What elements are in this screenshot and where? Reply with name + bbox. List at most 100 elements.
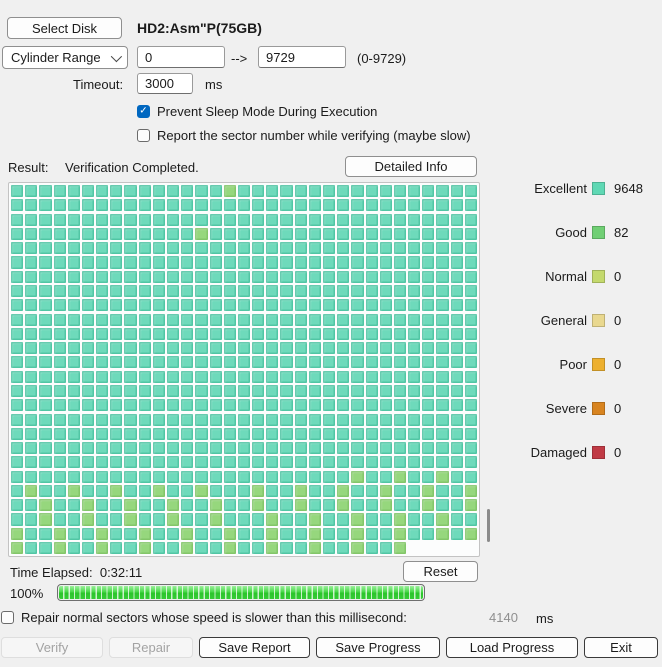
sector-cell-excellent <box>322 284 336 298</box>
sector-cell-excellent <box>25 284 38 298</box>
sector-cell-excellent <box>53 284 66 298</box>
sector-cell-excellent <box>252 413 265 426</box>
sector-cell-excellent <box>308 442 321 455</box>
sector-cell-excellent <box>450 327 463 340</box>
prevent-sleep-checkbox[interactable]: ✓ <box>137 105 150 118</box>
sector-cell-excellent <box>138 242 151 255</box>
exit-button[interactable]: Exit <box>584 637 658 658</box>
save-progress-button[interactable]: Save Progress <box>316 637 440 658</box>
sector-cell-excellent <box>223 370 236 383</box>
sector-cell-excellent <box>53 499 66 512</box>
sector-cell-excellent <box>365 242 378 255</box>
sector-cell-good <box>351 513 364 526</box>
sector-cell-excellent <box>152 284 165 298</box>
sector-cell-excellent <box>81 399 95 412</box>
select-disk-button[interactable]: Select Disk <box>7 17 122 39</box>
sector-cell-excellent <box>351 213 364 226</box>
reset-button[interactable]: Reset <box>403 561 478 582</box>
sector-cell-excellent <box>280 185 293 198</box>
sector-cell-excellent <box>195 456 208 469</box>
sector-cell-excellent <box>96 384 109 398</box>
range-from-input[interactable]: 0 <box>137 46 225 68</box>
save-report-button[interactable]: Save Report <box>199 637 310 658</box>
sector-cell-excellent <box>166 199 180 212</box>
sector-cell-excellent <box>351 456 364 469</box>
sector-cell-excellent <box>450 299 463 312</box>
sector-cell-excellent <box>39 356 52 369</box>
sector-cell-excellent <box>53 442 66 455</box>
sector-cell-excellent <box>266 284 279 298</box>
sector-cell-good <box>351 542 364 555</box>
range-to-input[interactable]: 9729 <box>258 46 346 68</box>
repair-button[interactable]: Repair <box>109 637 193 658</box>
sector-cell-good <box>379 484 392 497</box>
sector-cell-excellent <box>138 413 151 426</box>
sector-cell-excellent <box>81 256 95 269</box>
sector-cell-excellent <box>450 342 463 355</box>
repair-threshold-input[interactable]: 4140 <box>489 609 518 625</box>
sector-cell-excellent <box>81 213 95 226</box>
sector-cell-excellent <box>379 413 392 426</box>
sector-cell-excellent <box>11 199 24 212</box>
sector-cell-excellent <box>110 299 123 312</box>
sector-cell-excellent <box>365 313 378 326</box>
detailed-info-button[interactable]: Detailed Info <box>345 156 477 177</box>
option-prevent-sleep[interactable]: ✓ Prevent Sleep Mode During Execution <box>137 104 377 119</box>
legend-count: 0 <box>614 357 622 372</box>
sector-cell-excellent <box>166 542 180 555</box>
sector-cell-excellent <box>237 384 251 398</box>
sector-cell-excellent <box>280 427 293 440</box>
timeout-input[interactable]: 3000 <box>137 73 193 94</box>
sector-cell-excellent <box>25 327 38 340</box>
sector-cell-good <box>11 542 24 555</box>
sector-cell-excellent <box>337 356 350 369</box>
sector-cell-excellent <box>280 299 293 312</box>
legend-count: 0 <box>614 313 622 328</box>
verify-button[interactable]: Verify <box>1 637 103 658</box>
sector-cell-excellent <box>25 527 38 540</box>
sector-cell-excellent <box>393 256 407 269</box>
sector-cell-excellent <box>138 327 151 340</box>
vertical-scrollbar-thumb[interactable] <box>487 509 490 542</box>
sector-cell-excellent <box>436 356 449 369</box>
sector-cell-good <box>110 484 123 497</box>
option-report-sector[interactable]: ✓ Report the sector number while verifyi… <box>137 128 471 143</box>
sector-cell-excellent <box>209 213 222 226</box>
sector-cell-excellent <box>450 513 463 526</box>
sector-cell-excellent <box>39 185 52 198</box>
legend-count: 82 <box>614 225 629 240</box>
load-progress-button[interactable]: Load Progress <box>446 637 578 658</box>
sector-cell-excellent <box>53 356 66 369</box>
report-sector-checkbox[interactable]: ✓ <box>137 129 150 142</box>
range-mode-dropdown[interactable]: Cylinder Range <box>2 46 128 69</box>
sector-cell-good <box>39 499 52 512</box>
sector-cell-excellent <box>110 270 123 283</box>
sector-cell-excellent <box>252 513 265 526</box>
sector-cell-good <box>266 513 279 526</box>
sector-cell-excellent <box>308 370 321 383</box>
sector-cell-excellent <box>280 227 293 240</box>
sector-cell-excellent <box>408 342 421 355</box>
repair-slow-sectors-option[interactable]: ✓ Repair normal sectors whose speed is s… <box>1 610 479 625</box>
sector-cell-excellent <box>96 242 109 255</box>
sector-cell-excellent <box>53 484 66 497</box>
sector-cell-excellent <box>25 470 38 483</box>
sector-cell-good <box>166 499 180 512</box>
sector-cell-good <box>81 499 95 512</box>
sector-cell-excellent <box>308 399 321 412</box>
sector-cell-excellent <box>337 199 350 212</box>
sector-cell-excellent <box>294 327 307 340</box>
sector-cell-excellent <box>450 356 463 369</box>
sector-cell-excellent <box>124 327 137 340</box>
sector-cell-excellent <box>110 213 123 226</box>
sector-cell-excellent <box>67 313 80 326</box>
sector-cell-excellent <box>67 342 80 355</box>
sector-cell-excellent <box>308 342 321 355</box>
sector-cell-excellent <box>393 227 407 240</box>
legend-label: Good <box>555 225 587 240</box>
sector-map-grid[interactable] <box>11 185 477 555</box>
sector-cell-excellent <box>308 313 321 326</box>
sector-cell-excellent <box>124 299 137 312</box>
repair-slow-checkbox[interactable]: ✓ <box>1 611 14 624</box>
sector-cell-excellent <box>223 442 236 455</box>
